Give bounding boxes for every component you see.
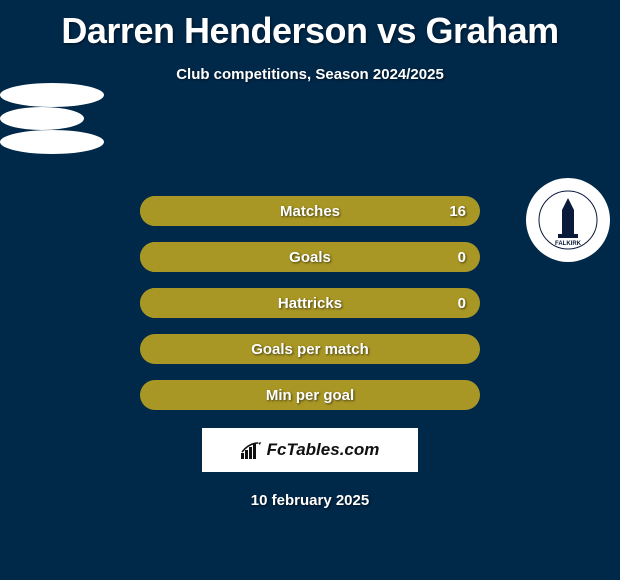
date-text: 10 february 2025 bbox=[0, 492, 620, 509]
player-left-silhouette-bottom bbox=[0, 107, 84, 130]
brand-box: FcTables.com bbox=[202, 428, 418, 472]
stat-value-right: 0 bbox=[444, 288, 480, 318]
page-title: Darren Henderson vs Graham bbox=[0, 0, 620, 52]
stat-row: Goals per match bbox=[140, 334, 480, 364]
player-right-silhouette-top bbox=[0, 130, 104, 154]
brand-text: FcTables.com bbox=[267, 440, 380, 460]
svg-text:FALKIRK: FALKIRK bbox=[555, 241, 582, 247]
page-subtitle: Club competitions, Season 2024/2025 bbox=[0, 66, 620, 83]
stat-label: Goals bbox=[140, 242, 480, 272]
falkirk-icon: FALKIRK bbox=[538, 190, 598, 250]
stat-value-right: 0 bbox=[444, 242, 480, 272]
stat-row: Hattricks0 bbox=[140, 288, 480, 318]
stat-label: Hattricks bbox=[140, 288, 480, 318]
stat-row: Goals0 bbox=[140, 242, 480, 272]
stat-value-right: 16 bbox=[435, 196, 480, 226]
stat-label: Matches bbox=[140, 196, 480, 226]
stat-label: Goals per match bbox=[140, 334, 480, 364]
stat-row: Min per goal bbox=[140, 380, 480, 410]
barchart-icon bbox=[241, 441, 263, 459]
stat-row: Matches16 bbox=[140, 196, 480, 226]
club-badge-falkirk: FALKIRK bbox=[526, 178, 610, 262]
stat-label: Min per goal bbox=[140, 380, 480, 410]
player-left-silhouette-top bbox=[0, 83, 104, 107]
